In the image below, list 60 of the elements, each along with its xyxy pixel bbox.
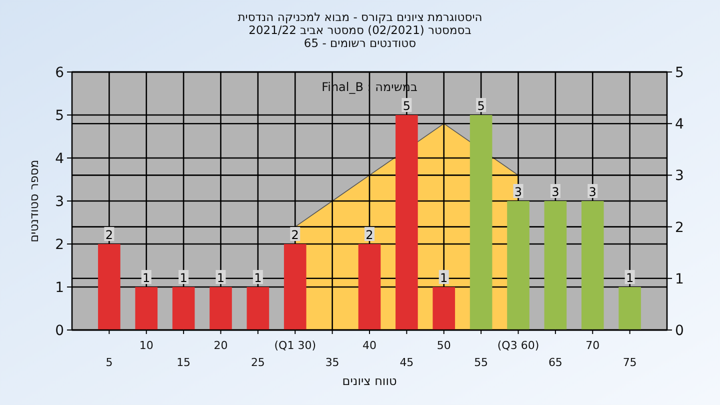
bar	[358, 244, 381, 330]
bar	[284, 244, 306, 330]
x-tick-label: 50	[436, 339, 451, 352]
x-tick-label: 25	[250, 356, 265, 369]
bar	[470, 115, 492, 330]
data-label: 5	[477, 99, 485, 113]
x-axis-title: טווח ציונים	[342, 374, 397, 388]
x-tick-label: 5	[106, 356, 113, 369]
y2-tick-label: 3	[675, 168, 684, 184]
y-tick-label: 6	[55, 65, 64, 81]
data-label: 1	[626, 271, 634, 285]
y-tick-label: 5	[55, 108, 64, 124]
y2-tick-label: 2	[675, 220, 684, 236]
y-tick-label: 3	[55, 194, 64, 210]
chart-title: היסטוגרמת ציונים בקורס - מבוא למכניקה הנדסית	[238, 10, 482, 24]
x-tick-label: 35	[325, 356, 340, 369]
data-label: 1	[180, 271, 188, 285]
data-label: 2	[366, 228, 374, 242]
data-label: 3	[552, 185, 560, 199]
bar	[396, 115, 418, 330]
bar	[172, 287, 195, 330]
y-tick-label: 0	[55, 323, 64, 339]
y-axis-title: מספר סטודנטים	[27, 160, 41, 242]
y-tick-label: 1	[55, 280, 64, 296]
data-label: 1	[440, 271, 448, 285]
x-tick-label: 75	[622, 356, 637, 369]
data-label: 3	[514, 185, 522, 199]
data-label: 2	[105, 228, 114, 242]
bar	[135, 287, 158, 330]
x-tick-label: 20	[214, 339, 228, 352]
x-tick-label: 70	[586, 339, 600, 352]
bar	[210, 287, 232, 330]
bar	[581, 201, 604, 330]
y2-tick-label: 5	[675, 65, 684, 81]
bar	[98, 244, 120, 330]
y2-tick-label: 0	[675, 323, 684, 339]
data-label: 5	[402, 99, 411, 113]
data-label: 3	[588, 185, 596, 199]
chart-subtitle: בסמסטר (02/2021) סמסטר אביב 2021/22 סטודנטים רשומים - 65	[248, 23, 472, 50]
x-tick-label: (Q1 30)	[274, 339, 316, 352]
y-tick-label: 2	[55, 237, 64, 253]
bar	[507, 201, 530, 330]
y2-tick-label: 1	[675, 271, 684, 288]
bar	[432, 287, 456, 330]
x-tick-label: 10	[139, 339, 154, 352]
data-label: 1	[216, 271, 225, 285]
data-label: 2	[291, 228, 299, 242]
x-tick-label: 40	[362, 339, 376, 352]
y2-tick-label: 4	[675, 116, 684, 133]
bar	[544, 201, 567, 330]
data-label: 1	[254, 271, 262, 285]
x-tick-label: 45	[400, 356, 414, 369]
bar	[246, 287, 270, 330]
y-tick-label: 4	[55, 151, 64, 167]
bar	[618, 287, 641, 330]
data-label: 1	[142, 271, 150, 285]
x-tick-label: 15	[176, 356, 191, 369]
x-tick-label: 65	[548, 356, 562, 369]
x-tick-label: (Q3 60)	[497, 339, 540, 352]
x-tick-label: 55	[474, 356, 488, 369]
